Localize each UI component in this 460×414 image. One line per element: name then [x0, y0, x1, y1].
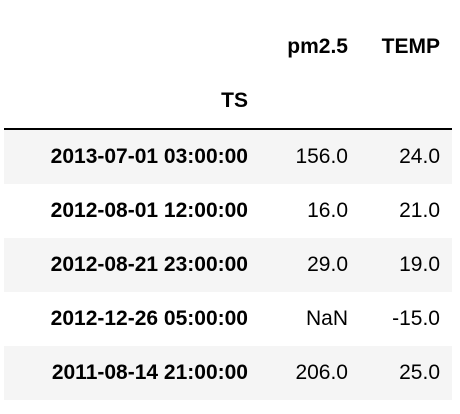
row-index: 2012-08-01 12:00:00 — [50, 199, 248, 222]
header-blank-cell — [4, 20, 260, 74]
table-row: 2012-08-21 23:00:00 29.0 19.0 — [4, 238, 452, 292]
table-cell: 16.0 — [307, 199, 348, 222]
header-blank-cell — [360, 74, 452, 130]
table-cell: -15.0 — [392, 307, 440, 330]
column-header: TEMP — [381, 35, 440, 58]
table-cell: 21.0 — [399, 199, 440, 222]
table-row: 2012-08-01 12:00:00 16.0 21.0 — [4, 184, 452, 238]
column-header-row: pm2.5 TEMP — [4, 20, 452, 74]
row-index: 2012-12-26 05:00:00 — [50, 307, 248, 330]
row-index: 2013-07-01 03:00:00 — [50, 145, 248, 168]
dataframe-table: pm2.5 TEMP TS 2013-07-01 03:00:00 156.0 … — [4, 20, 452, 400]
row-index: 2012-08-21 23:00:00 — [50, 253, 248, 276]
index-name: TS — [4, 74, 260, 130]
table-row: 2012-12-26 05:00:00 NaN -15.0 — [4, 292, 452, 346]
index-name-row: TS — [4, 74, 452, 130]
table-cell: 25.0 — [399, 361, 440, 384]
table-cell: 29.0 — [307, 253, 348, 276]
column-header: pm2.5 — [287, 35, 348, 58]
table-cell: NaN — [305, 307, 348, 330]
table-cell: 24.0 — [399, 145, 440, 168]
table-header: pm2.5 TEMP TS — [4, 20, 452, 130]
table-row: 2011-08-14 21:00:00 206.0 25.0 — [4, 346, 452, 400]
row-index: 2011-08-14 21:00:00 — [51, 361, 248, 384]
table-cell: 206.0 — [295, 361, 348, 384]
table-row: 2013-07-01 03:00:00 156.0 24.0 — [4, 129, 452, 184]
table-body: 2013-07-01 03:00:00 156.0 24.0 2012-08-0… — [4, 129, 452, 400]
table-cell: 156.0 — [295, 145, 348, 168]
table-cell: 19.0 — [399, 253, 440, 276]
header-blank-cell — [260, 74, 360, 130]
